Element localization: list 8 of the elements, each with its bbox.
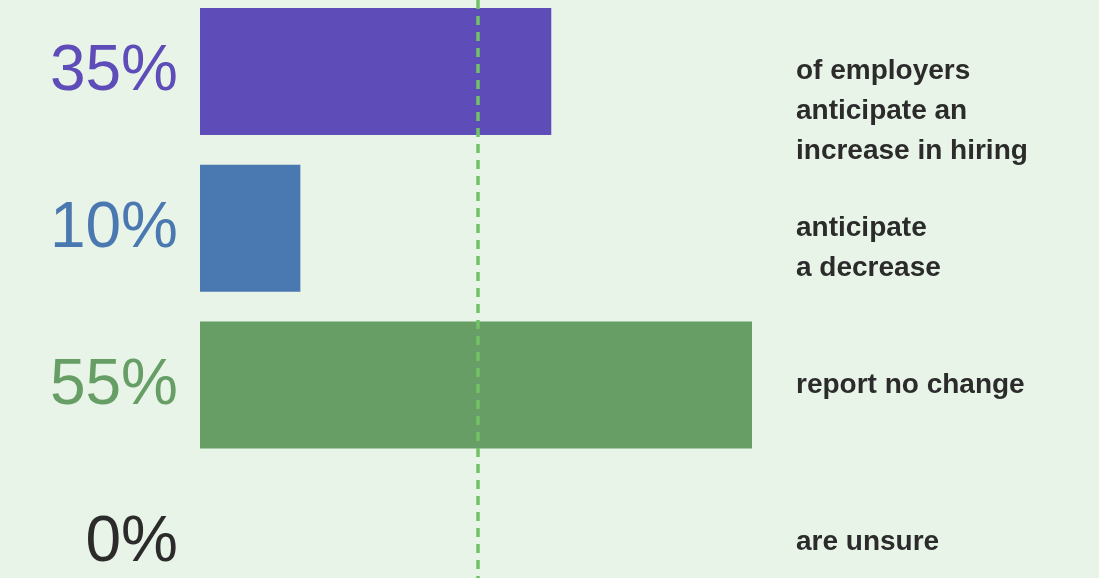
data-label: 35% — [49, 32, 178, 105]
data-label: 0% — [85, 502, 178, 575]
y-tick-label: report no change — [796, 368, 1025, 400]
y-tick-label: anticipate a decrease — [796, 211, 941, 283]
y-tick-label: are unsure — [796, 524, 940, 556]
data-label: 10% — [49, 189, 178, 262]
y-tick-label: of employers anticipate an increase in hiring — [796, 54, 1028, 166]
data-label: 55% — [49, 346, 178, 419]
